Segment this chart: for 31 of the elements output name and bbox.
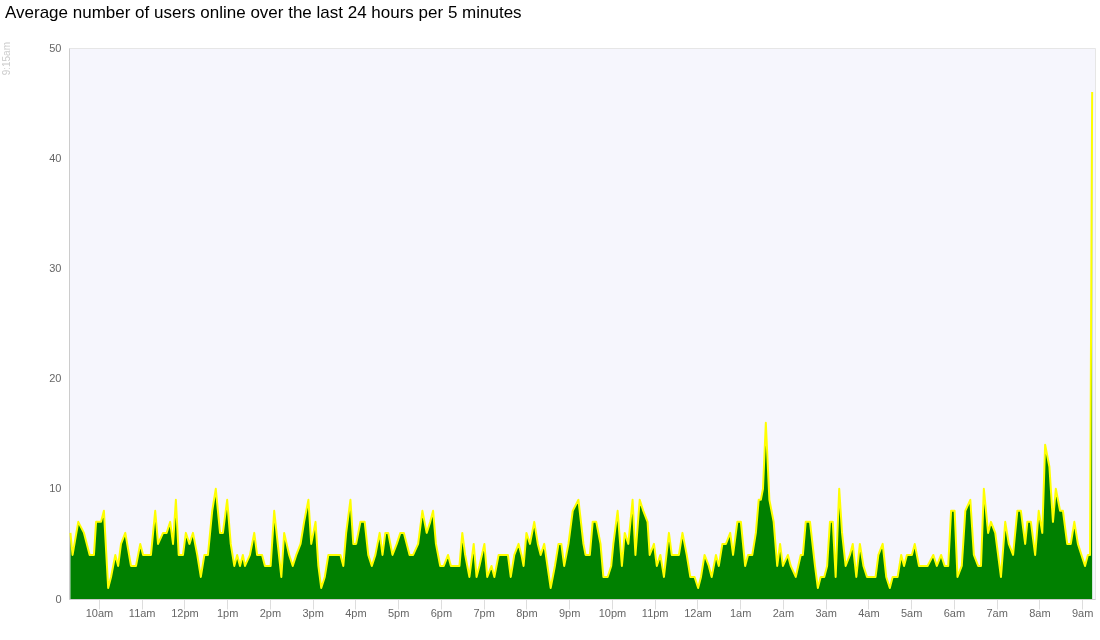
x-tick-label: 7pm	[473, 606, 495, 619]
x-tick-label: 2am	[772, 606, 795, 619]
x-tick-label: 9pm	[558, 606, 581, 619]
x-tick-label: 10pm	[598, 606, 627, 619]
y-tick-label: 40	[49, 151, 62, 164]
x-tick-label: 10am	[85, 606, 114, 619]
x-tick-label: 3am	[815, 606, 837, 619]
x-tick-label: 12pm	[171, 606, 199, 619]
x-tick-label: 3pm	[302, 606, 324, 619]
x-tick-label: 4am	[858, 606, 880, 619]
x-tick-label: 12am	[684, 606, 712, 619]
x-tick-label: 2pm	[259, 606, 282, 619]
y-tick-label: 20	[49, 372, 62, 385]
x-tick-label: 6pm	[430, 606, 453, 619]
x-tick-label: 1am	[729, 606, 752, 619]
y-tick-label: 10	[49, 482, 62, 495]
x-tick-label: 4pm	[345, 606, 367, 619]
y-tick-label: 50	[49, 41, 62, 54]
x-tick-label: 5am	[900, 606, 923, 619]
x-tick-label: 9am	[1071, 606, 1094, 619]
x-tick-label: 11pm	[641, 606, 669, 619]
x-tick-label: 7am	[986, 606, 1008, 619]
x-tick-label: 5pm	[387, 606, 410, 619]
x-tick-label: 6am	[943, 606, 966, 619]
x-tick-label: 8am	[1029, 606, 1051, 619]
x-tick-label: 1pm	[216, 606, 239, 619]
x-tick-label: 8pm	[516, 606, 538, 619]
y-tick-label: 0	[55, 592, 62, 605]
y-tick-label: 30	[49, 261, 62, 274]
chart-title: Average number of users online over the last 24 hours per 5 minutes	[5, 3, 522, 22]
x-tick-label: 11am	[128, 606, 156, 619]
